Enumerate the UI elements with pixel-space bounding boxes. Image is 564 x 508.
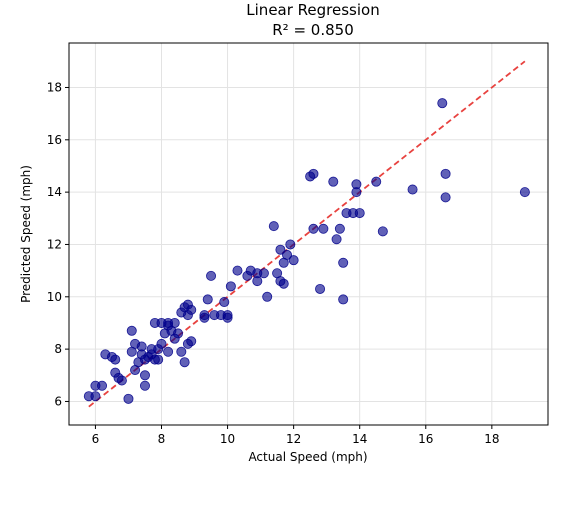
data-point [252,276,263,287]
data-point [338,294,349,305]
data-point [354,208,365,219]
data-point [176,346,187,357]
data-point [308,223,319,234]
data-point [139,380,150,391]
data-point [371,176,382,187]
data-point [173,328,184,339]
data-point [206,270,217,281]
data-point [282,249,293,260]
data-point [275,244,286,255]
y-axis-ticks: 6 8 10 12 14 16 18 [47,80,69,408]
grid-lines [69,43,548,425]
data-point [338,257,349,268]
x-tick-label: 16 [418,432,433,446]
y-tick-label: 10 [47,290,62,304]
data-point [519,187,530,198]
data-point [440,192,451,203]
chart-subtitle: R² = 0.850 [272,21,353,39]
data-point [288,255,299,266]
x-tick-label: 6 [92,432,100,446]
regression-line-group [88,60,526,408]
data-point [278,278,289,289]
data-point [123,393,134,404]
data-point [377,226,388,237]
data-point [110,354,121,365]
data-point [163,346,174,357]
data-point [222,310,233,321]
data-point [202,294,213,305]
data-point [153,354,164,365]
y-tick-label: 16 [47,133,62,147]
data-point [90,391,101,402]
data-point [268,221,279,232]
data-point [186,304,197,315]
y-tick-label: 14 [47,185,62,199]
data-point [139,370,150,381]
regression-line [88,60,526,408]
data-point [331,234,342,245]
chart-title: Linear Regression [246,1,379,19]
data-point [334,223,345,234]
data-point [262,291,273,302]
x-tick-label: 8 [158,432,166,446]
data-point [258,268,269,279]
x-tick-label: 10 [220,432,235,446]
data-point [199,310,210,321]
y-tick-label: 6 [54,394,62,408]
data-point [169,317,180,328]
plot-frame [68,42,549,426]
data-point [186,336,197,347]
data-point [97,380,108,391]
y-axis-label: Predicted Speed (mph) [19,165,33,303]
y-tick-label: 8 [54,342,62,356]
data-point [126,325,137,336]
data-point [328,176,339,187]
y-tick-label: 18 [47,80,62,94]
data-point [285,239,296,250]
data-point [318,223,329,234]
data-point [179,357,190,368]
data-point [440,168,451,179]
data-points [83,98,530,404]
data-point [407,184,418,195]
data-point [232,265,243,276]
x-tick-label: 14 [352,432,367,446]
x-axis-ticks: 6 8 10 12 14 16 18 [92,425,499,446]
data-point [315,283,326,294]
x-axis-label: Actual Speed (mph) [248,450,367,464]
x-tick-label: 18 [484,432,499,446]
data-point [116,375,127,386]
data-point [437,98,448,109]
data-point [156,338,167,349]
data-point [351,187,362,198]
data-point [225,281,236,292]
y-tick-label: 12 [47,237,62,251]
data-point [308,168,319,179]
x-tick-label: 12 [286,432,301,446]
data-point [219,297,230,308]
data-point [136,341,147,352]
